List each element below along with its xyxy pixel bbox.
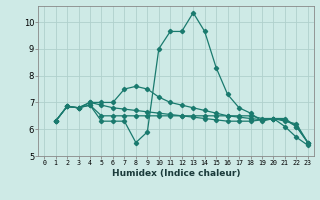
X-axis label: Humidex (Indice chaleur): Humidex (Indice chaleur) [112,169,240,178]
